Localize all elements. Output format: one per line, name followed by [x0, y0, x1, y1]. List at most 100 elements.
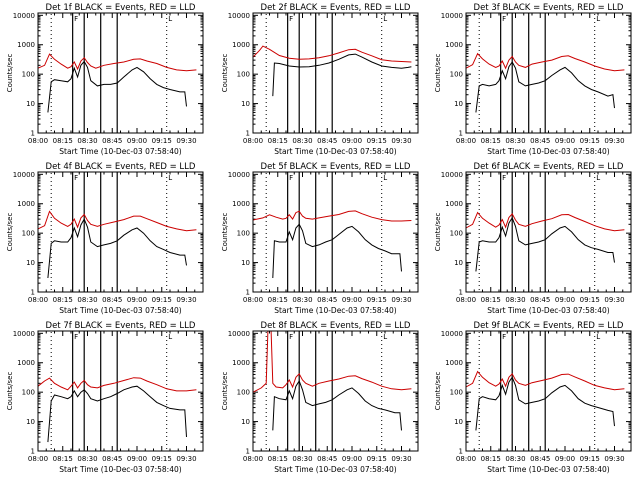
y-tick-label: 10 — [241, 259, 250, 267]
y-tick-label: 1000 — [17, 200, 35, 208]
events-series-line — [272, 53, 412, 97]
x-axis-label: Start Time (10-Dec-03 07:58:40) — [59, 465, 181, 474]
detector-panel-9: Det 9f BLACK = Events, RED = LLD Counts/s… — [434, 321, 632, 474]
lld-series-line — [37, 377, 197, 392]
y-tick-label: 1000 — [445, 200, 463, 208]
panel-title: Det 3f BLACK = Events, RED = LLD — [474, 3, 624, 13]
marker-flag: L — [168, 15, 172, 23]
y-axis-label: Counts/sec — [6, 372, 14, 411]
marker-flag: L — [596, 15, 600, 23]
y-tick-label: 1000 — [232, 41, 250, 49]
x-tick-label: 08:00 — [456, 137, 476, 145]
marker-flag: L — [168, 333, 172, 341]
x-tick-label: 09:15 — [580, 455, 600, 463]
y-tick-label: 10000 — [228, 330, 250, 338]
x-tick-label: 08:30 — [505, 296, 525, 304]
lld-series-line — [37, 53, 197, 72]
x-tick-label: 08:30 — [77, 296, 97, 304]
x-tick-label: 08:30 — [505, 455, 525, 463]
y-tick-label: 100 — [237, 71, 250, 79]
y-tick-label: 10 — [454, 418, 463, 426]
panel-title: Det 8f BLACK = Events, RED = LLD — [261, 321, 411, 331]
marker-flag: F — [74, 15, 78, 23]
x-tick-label: 09:00 — [127, 137, 147, 145]
x-axis-label: Start Time (10-Dec-03 07:58:40) — [487, 465, 609, 474]
y-tick-label: 100 — [22, 230, 35, 238]
plot-frame — [252, 330, 419, 452]
y-axis-label: Counts/sec — [221, 372, 229, 411]
y-tick-label: 1 — [31, 130, 35, 138]
y-tick-label: 100 — [22, 389, 35, 397]
marker-flag: L — [383, 333, 387, 341]
x-tick-label: 09:30 — [391, 137, 411, 145]
marker-flag: F — [74, 174, 78, 182]
y-tick-label: 10000 — [13, 171, 35, 179]
x-tick-label: 08:15 — [481, 137, 501, 145]
x-tick-label: 09:00 — [342, 137, 362, 145]
events-series-line — [272, 379, 402, 431]
x-tick-label: 09:15 — [367, 137, 387, 145]
y-axis-label: Counts/sec — [221, 213, 229, 252]
lld-series-line — [465, 370, 625, 391]
plot-frame — [252, 12, 419, 134]
lld-series-line — [465, 52, 625, 72]
y-tick-label: 10000 — [441, 12, 463, 20]
x-tick-label: 08:45 — [317, 137, 337, 145]
marker-flag: F — [289, 333, 293, 341]
y-tick-label: 1 — [459, 289, 463, 297]
marker-flag: L — [596, 174, 600, 182]
x-tick-label: 09:15 — [580, 137, 600, 145]
y-tick-label: 10000 — [441, 171, 463, 179]
events-series-line — [47, 385, 187, 443]
x-tick-label: 09:00 — [342, 455, 362, 463]
x-axis-label: Start Time (10-Dec-03 07:58:40) — [274, 147, 396, 156]
x-tick-label: 08:45 — [317, 455, 337, 463]
detector-panel-7: Det 7f BLACK = Events, RED = LLD Counts/s… — [6, 321, 204, 474]
detector-panel-2: Det 2f BLACK = Events, RED = LLD Counts/s… — [221, 3, 419, 156]
x-tick-label: 09:30 — [604, 455, 624, 463]
x-axis-label: Start Time (10-Dec-03 07:58:40) — [274, 306, 396, 315]
x-tick-label: 09:15 — [152, 455, 172, 463]
y-tick-label: 1000 — [17, 359, 35, 367]
x-tick-label: 08:45 — [530, 296, 550, 304]
plot-frame — [37, 12, 204, 134]
x-tick-label: 08:15 — [268, 296, 288, 304]
x-tick-label: 08:00 — [243, 455, 263, 463]
x-tick-label: 08:15 — [268, 455, 288, 463]
x-tick-label: 09:00 — [127, 296, 147, 304]
marker-flag: F — [502, 174, 506, 182]
y-axis-label: Counts/sec — [434, 213, 442, 252]
y-tick-label: 1000 — [232, 359, 250, 367]
y-tick-label: 1 — [459, 130, 463, 138]
detector-panel-6: Det 6f BLACK = Events, RED = LLD Counts/s… — [434, 162, 632, 315]
x-axis-label: Start Time (10-Dec-03 07:58:40) — [487, 147, 609, 156]
y-tick-label: 10 — [454, 259, 463, 267]
x-axis-label: Start Time (10-Dec-03 07:58:40) — [59, 306, 181, 315]
detector-panel-1: Det 1f BLACK = Events, RED = LLD Counts/s… — [6, 3, 204, 156]
x-tick-label: 08:15 — [268, 137, 288, 145]
y-tick-label: 10 — [26, 259, 35, 267]
x-tick-label: 08:15 — [53, 137, 73, 145]
panel-title: Det 4f BLACK = Events, RED = LLD — [46, 162, 196, 172]
panel-title: Det 7f BLACK = Events, RED = LLD — [46, 321, 196, 331]
panel-title: Det 5f BLACK = Events, RED = LLD — [261, 162, 411, 172]
events-series-line — [475, 61, 615, 113]
x-tick-label: 08:00 — [456, 296, 476, 304]
x-tick-label: 09:15 — [580, 296, 600, 304]
detector-panel-8: Det 8f BLACK = Events, RED = LLD Counts/s… — [221, 321, 419, 474]
y-tick-label: 10 — [241, 418, 250, 426]
panel-title: Det 9f BLACK = Events, RED = LLD — [474, 321, 624, 331]
lld-series-line — [252, 45, 412, 63]
events-series-line — [47, 217, 187, 279]
x-tick-label: 08:00 — [243, 137, 263, 145]
marker-flag: F — [74, 333, 78, 341]
lld-series-line — [252, 330, 412, 393]
panel-title: Det 2f BLACK = Events, RED = LLD — [261, 3, 411, 13]
x-tick-label: 09:30 — [391, 455, 411, 463]
x-tick-label: 09:00 — [127, 455, 147, 463]
y-tick-label: 1 — [246, 130, 250, 138]
y-tick-label: 10 — [26, 418, 35, 426]
y-axis-label: Counts/sec — [6, 213, 14, 252]
x-tick-label: 09:30 — [176, 455, 196, 463]
